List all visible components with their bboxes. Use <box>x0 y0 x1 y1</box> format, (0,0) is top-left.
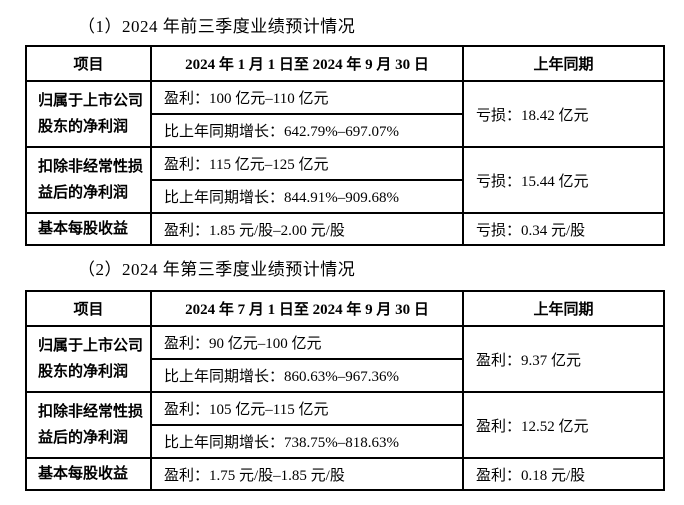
table-row: 比上年同期增长：738.75%–818.63% <box>26 424 664 459</box>
item-cell: 扣除非经常性损 益后的净利润 <box>25 391 152 459</box>
col-header-prior-year: 上年同期 <box>462 45 665 82</box>
section-2-heading: （2）2024 年第三季度业绩预计情况 <box>78 260 356 279</box>
value-cell: 比上年同期增长：844.91%–909.68% <box>150 179 464 214</box>
item-cell: 归属于上市公司 股东的净利润 <box>25 80 152 148</box>
table-row: 归属于上市公司 股东的净利润 盈利：90 亿元–100 亿元 盈利：9.37 亿… <box>25 325 665 393</box>
col-header-item: 项目 <box>25 45 152 82</box>
value-cell: 盈利：90 亿元–100 亿元 <box>150 325 464 360</box>
performance-table-q3: 项目 2024 年 7 月 1 日至 2024 年 9 月 30 日 上年同期 … <box>25 290 665 491</box>
prior-period-cell: 亏损：0.34 元/股 <box>462 212 665 246</box>
value-cell: 比上年同期增长：738.75%–818.63% <box>150 424 464 459</box>
performance-table-ytd: 项目 2024 年 1 月 1 日至 2024 年 9 月 30 日 上年同期 … <box>25 45 665 246</box>
prior-period-cell: 盈利：0.18 元/股 <box>462 457 665 491</box>
item-cell: 基本每股收益 <box>25 212 152 246</box>
item-cell: 扣除非经常性损 益后的净利润 <box>25 146 152 214</box>
col-header-prior-year: 上年同期 <box>462 290 665 327</box>
table-row: 扣除非经常性损 益后的净利润 盈利：105 亿元–115 亿元 盈利：12.52… <box>25 391 665 459</box>
col-header-item: 项目 <box>25 290 152 327</box>
table-row: 比上年同期增长：642.79%–697.07% <box>26 113 664 148</box>
table-row: 归属于上市公司 股东的净利润 盈利：100 亿元–110 亿元 亏损：18.42… <box>25 80 665 148</box>
table-row: 扣除非经常性损 益后的净利润 盈利：115 亿元–125 亿元 亏损：15.44… <box>25 146 665 214</box>
table-row: 基本每股收益 盈利：1.75 元/股–1.85 元/股 盈利：0.18 元/股 <box>25 457 665 491</box>
value-cell: 比上年同期增长：860.63%–967.36% <box>150 358 464 393</box>
table-header-row: 项目 2024 年 7 月 1 日至 2024 年 9 月 30 日 上年同期 <box>25 290 665 327</box>
prior-period-cell: 亏损：15.44 亿元 <box>462 146 665 214</box>
value-cell: 盈利：115 亿元–125 亿元 <box>150 146 464 181</box>
item-cell: 基本每股收益 <box>25 457 152 491</box>
prior-period-cell: 亏损：18.42 亿元 <box>462 80 665 148</box>
section-1-heading: （1）2024 年前三季度业绩预计情况 <box>78 17 356 36</box>
table-row: 比上年同期增长：860.63%–967.36% <box>26 358 664 393</box>
table-header-row: 项目 2024 年 1 月 1 日至 2024 年 9 月 30 日 上年同期 <box>25 45 665 82</box>
table-row: 比上年同期增长：844.91%–909.68% <box>26 179 664 214</box>
item-cell: 归属于上市公司 股东的净利润 <box>25 325 152 393</box>
value-cell: 盈利：105 亿元–115 亿元 <box>150 391 464 426</box>
prior-period-cell: 盈利：12.52 亿元 <box>462 391 665 459</box>
value-cell: 盈利：1.75 元/股–1.85 元/股 <box>150 457 464 491</box>
value-cell: 盈利：100 亿元–110 亿元 <box>150 80 464 115</box>
value-cell: 比上年同期增长：642.79%–697.07% <box>150 113 464 148</box>
prior-period-cell: 盈利：9.37 亿元 <box>462 325 665 393</box>
col-header-period: 2024 年 1 月 1 日至 2024 年 9 月 30 日 <box>150 45 464 82</box>
col-header-period: 2024 年 7 月 1 日至 2024 年 9 月 30 日 <box>150 290 464 327</box>
value-cell: 盈利：1.85 元/股–2.00 元/股 <box>150 212 464 246</box>
table-row: 基本每股收益 盈利：1.85 元/股–2.00 元/股 亏损：0.34 元/股 <box>25 212 665 246</box>
